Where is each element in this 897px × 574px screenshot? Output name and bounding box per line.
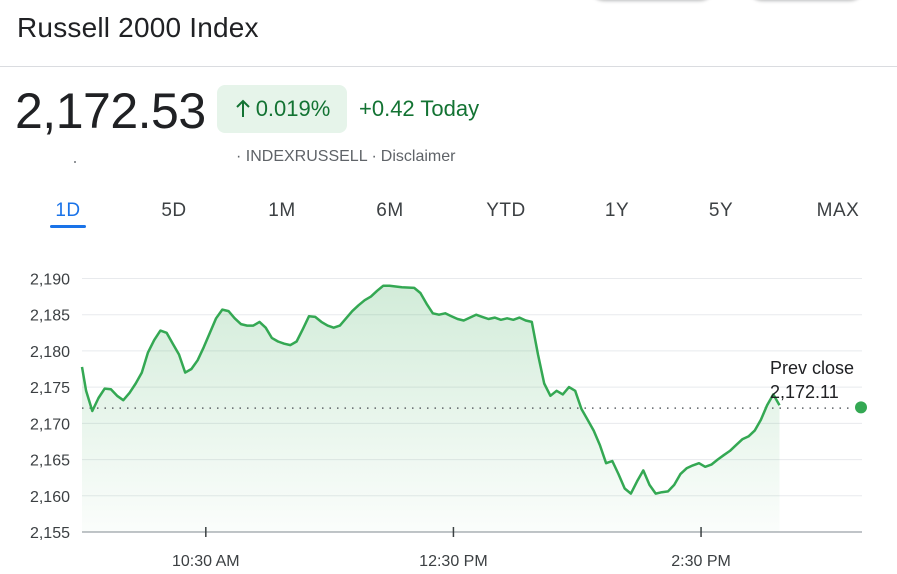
y-tick-label: 2,165 (30, 453, 70, 470)
x-tick-label: 2:30 PM (671, 553, 731, 570)
current-price: 2,172.53 (15, 83, 206, 139)
y-tick-label: 2,160 (30, 489, 70, 506)
price-line (80, 284, 781, 495)
tab-1d[interactable]: 1D (55, 200, 81, 221)
y-tick-label: 2,155 (30, 525, 70, 542)
percent-change-value: 0.019% (255, 96, 331, 121)
y-tick-label: 2,190 (30, 271, 70, 288)
y-tick-label: 2,170 (30, 416, 70, 433)
x-tick-label: 12:30 PM (419, 553, 487, 570)
y-axis: 2,190 2,185 2,180 2,175 2,170 2,165 2,160 2,155 (30, 271, 70, 542)
change-today: +0.42 Today (359, 96, 480, 121)
x-axis: 10:30 AM 12:30 PM 2:30 PM (172, 527, 731, 570)
range-tabs: 1D 5D 1M 6M YTD 1Y 5Y MAX (0, 196, 897, 230)
y-tick-label: 2,175 (30, 380, 70, 397)
prev-close-value: 2,172.11 (770, 382, 839, 402)
tab-1m[interactable]: 1M (268, 200, 296, 221)
tab-5d[interactable]: 5D (161, 200, 187, 221)
price-area (82, 285, 780, 532)
y-tick-label: 2,185 (30, 308, 70, 325)
tab-5y[interactable]: 5Y (708, 200, 734, 221)
intraday-chart[interactable]: 2,190 2,185 2,180 2,175 2,170 2,165 2,160 2,155… (0, 250, 897, 574)
tab-max[interactable]: MAX (816, 200, 860, 221)
tab-1y[interactable]: 1Y (604, 200, 630, 221)
active-tab-indicator (50, 225, 86, 228)
disclaimer-link[interactable]: Disclaimer (380, 148, 456, 165)
prev-close-label: Prev close (770, 358, 854, 378)
tab-ytd[interactable]: YTD (486, 200, 526, 221)
x-tick-label: 10:30 AM (172, 553, 240, 570)
dot-icon (74, 161, 76, 163)
y-tick-label: 2,180 (30, 344, 70, 361)
index-title: Russell 2000 Index (17, 12, 259, 43)
exchange-label: · INDEXRUSSELL · (236, 148, 377, 165)
arrow-up-icon (235, 99, 250, 117)
last-price-dot (855, 401, 867, 414)
divider (0, 66, 897, 67)
quote-meta: · INDEXRUSSELL · Disclaimer (236, 148, 455, 166)
tab-6m[interactable]: 6M (376, 200, 404, 221)
percent-change-badge: 0.019% (217, 85, 347, 133)
